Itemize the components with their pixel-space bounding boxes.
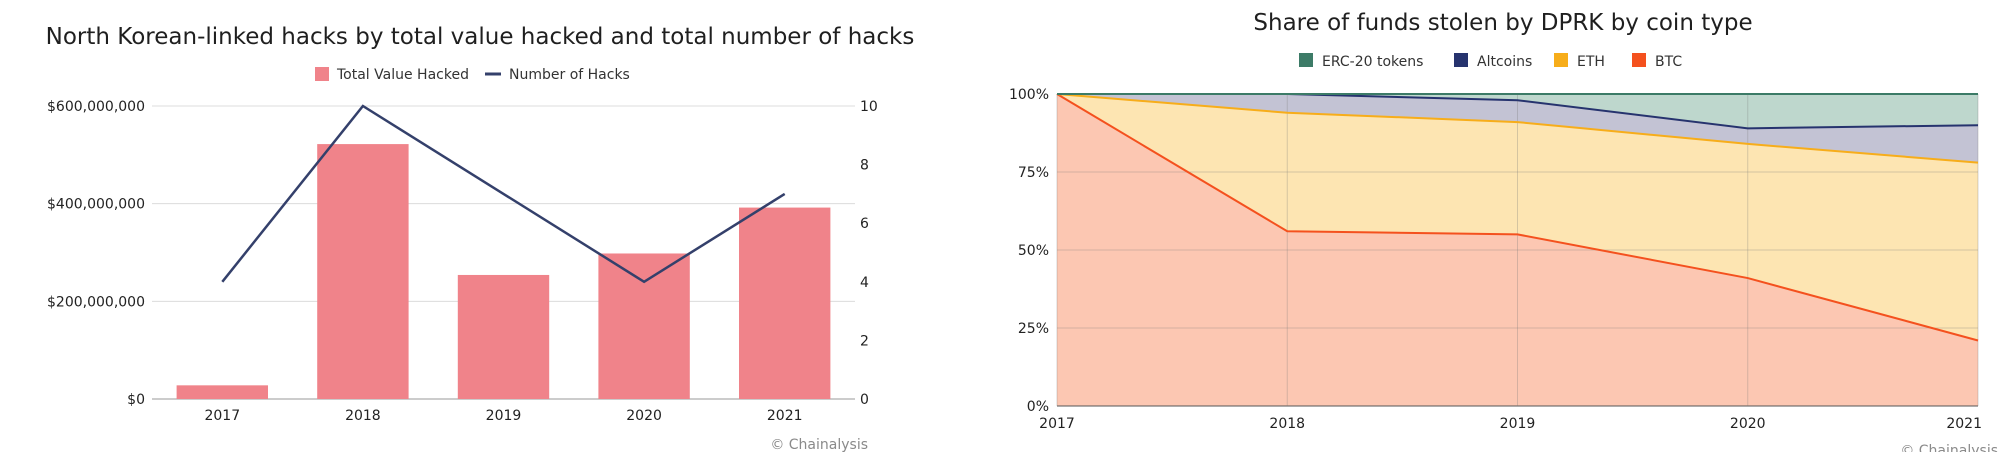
left-x-tick-label: 2021 bbox=[767, 408, 803, 424]
right-y-tick-label: 4 bbox=[860, 275, 869, 291]
bar-total-value-2020 bbox=[598, 253, 690, 399]
legend-label-eth: ETH bbox=[1577, 54, 1605, 70]
right-y-tick-label: 0% bbox=[1027, 399, 1049, 415]
right-y-tick-label: 2 bbox=[860, 333, 869, 349]
left-bars bbox=[176, 144, 831, 399]
legend-label-altcoins: Altcoins bbox=[1477, 54, 1532, 70]
right-legend: ERC-20 tokens Altcoins ETH BTC bbox=[1299, 53, 1682, 70]
line-btc bbox=[1056, 93, 1979, 342]
right-y-tick-label: 8 bbox=[860, 158, 869, 174]
area-btc bbox=[1057, 94, 1978, 406]
bar-total-value-2017 bbox=[176, 385, 268, 399]
bar-total-value-2019 bbox=[457, 274, 550, 399]
left-y-axis-right: 0 2 4 6 8 10 bbox=[860, 99, 878, 408]
right-y-axis: 0% 25% 50% 75% 100% bbox=[1009, 87, 1049, 415]
left-x-axis: 2017 2018 2019 2020 2021 bbox=[204, 408, 802, 424]
left-y-tick-label: $0 bbox=[127, 392, 145, 408]
legend-swatch-erc20 bbox=[1299, 53, 1313, 67]
legend-label-total-value: Total Value Hacked bbox=[336, 67, 469, 83]
right-y-tick-label: 75% bbox=[1018, 165, 1049, 181]
right-chart: Share of funds stolen by DPRK by coin ty… bbox=[1009, 10, 1998, 452]
right-y-tick-label: 10 bbox=[860, 99, 878, 115]
left-line-series bbox=[221, 104, 786, 284]
right-credit: © Chainalysis bbox=[1900, 443, 1998, 452]
right-y-tick-label: 25% bbox=[1018, 321, 1049, 337]
right-x-axis: 2017 2018 2019 2020 2021 bbox=[1039, 416, 1982, 432]
right-x-tick-label: 2021 bbox=[1946, 416, 1982, 432]
legend-swatch-eth bbox=[1554, 53, 1568, 67]
left-credit: © Chainalysis bbox=[770, 437, 868, 452]
legend-swatch-btc bbox=[1632, 53, 1646, 67]
right-x-tick-label: 2017 bbox=[1039, 416, 1075, 432]
line-eth bbox=[1056, 93, 1979, 164]
right-chart-title: Share of funds stolen by DPRK by coin ty… bbox=[1253, 10, 1752, 36]
right-series-lines bbox=[1056, 93, 1979, 342]
legend-label-number-of-hacks: Number of Hacks bbox=[509, 67, 630, 83]
legend-label-erc20: ERC-20 tokens bbox=[1322, 54, 1423, 70]
left-y-tick-label: $600,000,000 bbox=[47, 99, 145, 115]
right-x-tick-label: 2020 bbox=[1730, 416, 1766, 432]
left-y-axis-left: $0 $200,000,000 $400,000,000 $600,000,00… bbox=[47, 99, 145, 408]
left-x-tick-label: 2017 bbox=[204, 408, 240, 424]
right-y-tick-label: 50% bbox=[1018, 243, 1049, 259]
area-eth bbox=[1057, 94, 1978, 341]
bar-total-value-2018 bbox=[317, 144, 409, 399]
area-erc-20-tokens bbox=[1057, 94, 1978, 129]
bar-total-value-2021 bbox=[739, 207, 831, 399]
right-y-tick-label: 0 bbox=[860, 392, 869, 408]
right-x-tick-label: 2018 bbox=[1269, 416, 1305, 432]
right-y-tick-label: 6 bbox=[860, 216, 869, 232]
left-chart-title: North Korean-linked hacks by total value… bbox=[46, 24, 915, 50]
line-number-of-hacks bbox=[221, 104, 786, 284]
left-x-tick-label: 2018 bbox=[345, 408, 381, 424]
left-legend: Total Value Hacked Number of Hacks bbox=[315, 67, 630, 83]
left-chart: North Korean-linked hacks by total value… bbox=[46, 24, 915, 452]
left-x-tick-label: 2020 bbox=[626, 408, 662, 424]
area-altcoins bbox=[1057, 94, 1978, 163]
right-y-tick-label: 100% bbox=[1009, 87, 1049, 103]
left-x-tick-label: 2019 bbox=[486, 408, 522, 424]
left-y-tick-label: $200,000,000 bbox=[47, 294, 145, 310]
right-x-tick-label: 2019 bbox=[1500, 416, 1536, 432]
legend-swatch-altcoins bbox=[1454, 53, 1468, 67]
legend-swatch-total-value bbox=[315, 67, 329, 81]
legend-label-btc: BTC bbox=[1655, 54, 1682, 70]
right-stacked-areas bbox=[1057, 94, 1978, 406]
left-y-tick-label: $400,000,000 bbox=[47, 197, 145, 213]
